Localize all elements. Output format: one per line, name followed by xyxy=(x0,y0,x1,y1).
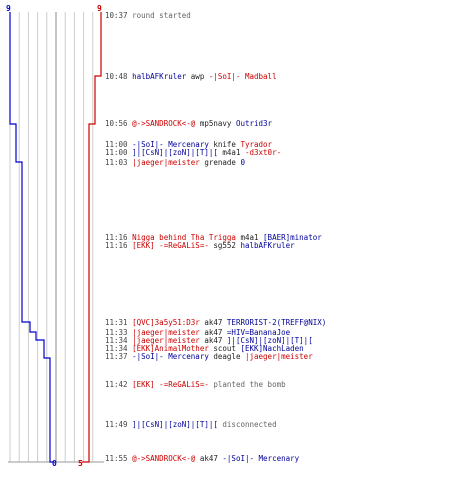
event-time: 11:16 xyxy=(105,241,133,250)
event-text: halbAFKruler xyxy=(240,241,295,250)
event-text: 0 xyxy=(240,158,245,167)
event-time: 11:16 xyxy=(105,233,133,242)
event-row: 11:37 -|SoI|- Mercenary deagle |jaeger|m… xyxy=(105,353,313,361)
event-time: 11:00 xyxy=(105,140,133,149)
event-text: awp xyxy=(186,72,209,81)
event-time: 11:37 xyxy=(105,352,133,361)
event-row: 11:31 [QVC]3a5y51:D3r ak47 TERRORIST-2(T… xyxy=(105,319,326,327)
event-text: disconnected xyxy=(217,420,277,429)
event-text: planted the bomb xyxy=(208,380,286,389)
event-text: [EKK]AnimalMother xyxy=(132,344,209,353)
team1-end-count: 0 xyxy=(52,459,57,468)
event-text: [QVC]3a5y51:D3r xyxy=(132,318,200,327)
event-text: -|SoI|- Madball xyxy=(208,72,277,81)
event-text: grenade xyxy=(199,158,241,167)
event-text: @->SANDROCK<-@ xyxy=(132,119,196,128)
event-time: 11:33 xyxy=(105,328,133,337)
event-text: |jaeger|meister xyxy=(132,336,200,345)
event-text: round started xyxy=(132,11,191,20)
event-text: |jaeger|meister xyxy=(132,158,200,167)
event-text: [EKK] -=ReGALiS=- xyxy=(132,241,209,250)
event-time: 11:00 xyxy=(105,148,133,157)
team1-line xyxy=(9,12,54,463)
event-row: 11:16 Nigga behind Tha Trigga m4a1 [BAER… xyxy=(105,234,322,242)
event-text: Tyrador xyxy=(240,140,273,149)
event-text: ak47 xyxy=(199,336,227,345)
event-time: 11:42 xyxy=(105,380,133,389)
event-text: Outrid3r xyxy=(235,119,273,128)
event-text: sg552 xyxy=(208,241,241,250)
event-text: m4a1 xyxy=(217,148,245,157)
event-row: 11:33 |jaeger|meister ak47 =HIV=BananaJo… xyxy=(105,329,290,337)
event-text: -|SoI|- Mercenary xyxy=(222,454,300,463)
event-row: 11:55 @->SANDROCK<-@ ak47 -|SoI|- Mercen… xyxy=(105,455,299,463)
event-text: ]|[CsN]|[zoN]|[T]|[ xyxy=(132,420,218,429)
event-text: scout xyxy=(208,344,241,353)
event-text: =HIV=BananaJoe xyxy=(226,328,291,337)
event-row: 11:00 -|SoI|- Mercenary knife Tyrador xyxy=(105,141,272,149)
event-text: -|SoI|- Mercenary xyxy=(132,140,209,149)
team2-end-count: 5 xyxy=(78,459,83,468)
event-row: 10:37 round started xyxy=(105,12,191,20)
team2-start-count: 9 xyxy=(97,4,102,13)
event-time: 10:37 xyxy=(105,11,133,20)
event-time: 11:49 xyxy=(105,420,133,429)
event-text: -d3xt0r- xyxy=(244,148,282,157)
event-row: 11:49 ]|[CsN]|[zoN]|[T]|[ disconnected xyxy=(105,421,277,429)
event-time: 11:31 xyxy=(105,318,133,327)
event-row: 11:16 [EKK] -=ReGALiS=- sg552 halbAFKrul… xyxy=(105,242,295,250)
event-row: 11:42 [EKK] -=ReGALiS=- planted the bomb xyxy=(105,381,286,389)
event-row: 11:34 |jaeger|meister ak47 ]|[CsN]|[zoN]… xyxy=(105,337,313,345)
event-text: deagle xyxy=(208,352,245,361)
event-text: [BAER]minator xyxy=(263,233,322,242)
event-text: [EKK]NachLaden xyxy=(240,344,304,353)
event-row: 11:00 ]|[CsN]|[zoN]|[T]|[ m4a1 -d3xt0r- xyxy=(105,149,281,157)
event-text: ak47 xyxy=(195,454,223,463)
event-text: [EKK] -=ReGALiS=- xyxy=(132,380,209,389)
event-text: knife xyxy=(208,140,241,149)
event-time: 11:03 xyxy=(105,158,133,167)
event-row: 10:56 @->SANDROCK<-@ mp5navy Outrid3r xyxy=(105,120,272,128)
event-time: 11:55 xyxy=(105,454,133,463)
event-text: m4a1 xyxy=(235,233,264,242)
event-text: |jaeger|meister xyxy=(244,352,313,361)
event-row: 11:03 |jaeger|meister grenade 0 xyxy=(105,159,245,167)
event-text: Nigga behind Tha Trigga xyxy=(132,233,236,242)
event-text: -|SoI|- Mercenary xyxy=(132,352,209,361)
event-text: |jaeger|meister xyxy=(132,328,200,337)
team1-start-count: 9 xyxy=(6,4,11,13)
event-text: ak47 xyxy=(199,328,227,337)
event-row: 11:34 [EKK]AnimalMother scout [EKK]NachL… xyxy=(105,345,304,353)
event-text: ak47 xyxy=(199,318,227,327)
event-time: 10:48 xyxy=(105,72,133,81)
event-text: @->SANDROCK<-@ xyxy=(132,454,196,463)
event-text: ]|[CsN]|[zoN]|[T]|[ xyxy=(226,336,313,345)
event-row: 10:48 halbAFKruler awp -|SoI|- Madball xyxy=(105,73,277,81)
event-time: 11:34 xyxy=(105,336,133,345)
event-time: 11:34 xyxy=(105,344,133,353)
event-text: ]|[CsN]|[zoN]|[T]|[ xyxy=(132,148,218,157)
player-count-timeline xyxy=(8,12,104,463)
event-time: 10:56 xyxy=(105,119,133,128)
event-text: halbAFKruler xyxy=(132,72,187,81)
event-text: TERRORIST-2(TREFF@NIX) xyxy=(226,318,327,327)
team2-line xyxy=(82,12,102,463)
event-text: mp5navy xyxy=(195,119,236,128)
